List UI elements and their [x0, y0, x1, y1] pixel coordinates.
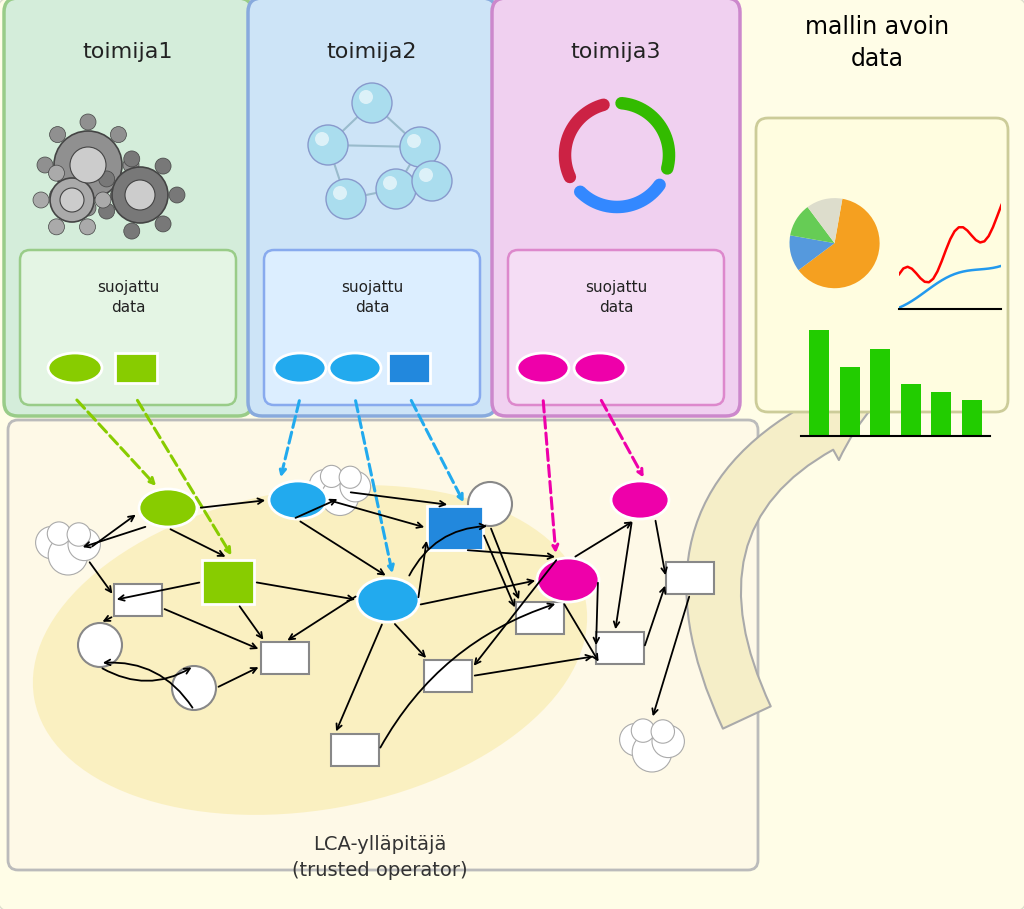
Text: suojattu
data: suojattu data	[97, 280, 159, 315]
Text: suojattu
data: suojattu data	[341, 280, 403, 315]
Circle shape	[80, 200, 96, 216]
Circle shape	[333, 186, 347, 200]
Bar	[261, 642, 309, 674]
Circle shape	[322, 478, 358, 515]
Ellipse shape	[611, 481, 669, 519]
Circle shape	[340, 471, 371, 502]
Circle shape	[80, 219, 95, 235]
Bar	[516, 602, 564, 634]
Circle shape	[632, 719, 654, 743]
Circle shape	[47, 522, 71, 545]
Bar	[388, 353, 430, 383]
Circle shape	[78, 623, 122, 667]
Circle shape	[111, 187, 126, 204]
FancyBboxPatch shape	[508, 250, 724, 405]
Text: LCA-ylläpitäjä
(trusted operator): LCA-ylläpitäjä (trusted operator)	[292, 834, 468, 880]
Circle shape	[155, 158, 171, 174]
Bar	[202, 560, 254, 604]
Circle shape	[80, 114, 96, 130]
Circle shape	[37, 157, 53, 173]
Circle shape	[68, 523, 90, 546]
Circle shape	[376, 169, 416, 209]
Circle shape	[50, 178, 94, 222]
Bar	[840, 367, 859, 436]
Circle shape	[123, 157, 139, 173]
Circle shape	[49, 126, 66, 143]
Bar	[424, 660, 472, 692]
Ellipse shape	[329, 353, 381, 383]
Circle shape	[309, 470, 340, 500]
Bar	[427, 506, 483, 550]
Circle shape	[419, 168, 433, 182]
Circle shape	[400, 127, 440, 167]
Circle shape	[70, 147, 106, 183]
Text: suojattu
data: suojattu data	[585, 280, 647, 315]
Circle shape	[632, 733, 672, 772]
Circle shape	[383, 176, 397, 190]
Circle shape	[620, 724, 652, 755]
Circle shape	[468, 482, 512, 526]
Circle shape	[172, 666, 216, 710]
FancyBboxPatch shape	[264, 250, 480, 405]
FancyBboxPatch shape	[492, 0, 740, 416]
Bar	[962, 400, 982, 436]
Wedge shape	[790, 235, 835, 270]
Circle shape	[49, 187, 66, 204]
Circle shape	[111, 126, 126, 143]
Text: mallin avoin
data: mallin avoin data	[805, 15, 949, 71]
Circle shape	[98, 203, 115, 219]
Circle shape	[48, 165, 65, 181]
Circle shape	[352, 83, 392, 123]
Circle shape	[308, 125, 348, 165]
Circle shape	[68, 528, 100, 561]
Bar	[666, 562, 714, 594]
Circle shape	[48, 535, 88, 575]
Circle shape	[112, 167, 168, 223]
Bar	[932, 392, 951, 436]
Bar	[114, 584, 162, 616]
Bar	[331, 734, 379, 766]
Text: toimija2: toimija2	[327, 42, 417, 62]
FancyBboxPatch shape	[8, 420, 758, 870]
Ellipse shape	[517, 353, 569, 383]
Wedge shape	[808, 198, 843, 244]
Circle shape	[60, 188, 84, 212]
Circle shape	[54, 131, 122, 199]
Wedge shape	[799, 199, 880, 288]
Text: toimija3: toimija3	[570, 42, 662, 62]
Circle shape	[48, 219, 65, 235]
Circle shape	[407, 134, 421, 148]
Bar	[809, 330, 829, 436]
Bar	[901, 384, 921, 436]
FancyBboxPatch shape	[4, 0, 252, 416]
Ellipse shape	[274, 353, 326, 383]
FancyArrowPatch shape	[686, 394, 878, 729]
Circle shape	[80, 165, 95, 181]
Circle shape	[124, 223, 139, 239]
FancyBboxPatch shape	[20, 250, 236, 405]
Circle shape	[95, 192, 111, 208]
FancyBboxPatch shape	[756, 118, 1008, 412]
Circle shape	[33, 192, 49, 208]
Circle shape	[321, 465, 343, 487]
Ellipse shape	[48, 353, 102, 383]
Bar	[870, 349, 890, 436]
Circle shape	[98, 171, 115, 187]
Ellipse shape	[139, 489, 197, 527]
Wedge shape	[791, 207, 835, 244]
Text: toimija1: toimija1	[83, 42, 173, 62]
Circle shape	[412, 161, 452, 201]
Bar	[115, 353, 157, 383]
Circle shape	[339, 466, 361, 488]
Circle shape	[169, 187, 185, 203]
Circle shape	[315, 132, 329, 146]
Circle shape	[651, 720, 675, 744]
Circle shape	[124, 151, 139, 167]
Circle shape	[125, 180, 155, 210]
Circle shape	[326, 179, 366, 219]
Circle shape	[359, 90, 373, 104]
Circle shape	[155, 216, 171, 232]
Ellipse shape	[537, 558, 599, 602]
FancyBboxPatch shape	[248, 0, 496, 416]
